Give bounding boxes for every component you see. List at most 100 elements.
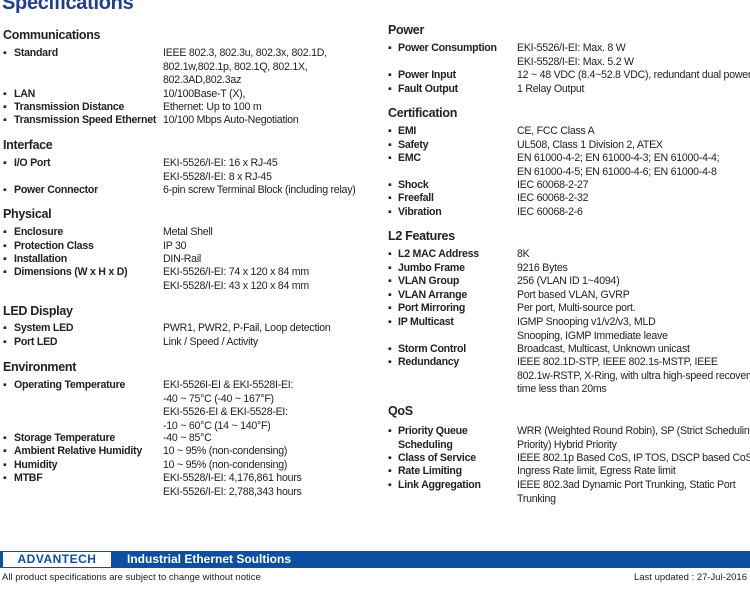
spec-value: 802.1w-RSTP, X-Ring, with ultra high-spe… (517, 369, 750, 382)
bullet: ▪ (3, 47, 7, 59)
bullet: ▪ (388, 275, 392, 287)
spec-value: EKI-5528/I-EI: Max. 5.2 W (517, 55, 634, 68)
bullet: ▪ (388, 343, 392, 355)
section-title: Certification (388, 106, 458, 120)
bullet: ▪ (388, 206, 392, 218)
spec-label: MTBF (14, 472, 43, 484)
spec-value: EN 61000-4-2; EN 61000-4-3; EN 61000-4-4… (517, 152, 720, 164)
spec-value: 10/100 Mbps Auto-Negotiation (163, 114, 299, 126)
spec-value: Per port, Multi-source port. (517, 302, 636, 314)
spec-value: IEEE 802.1p Based CoS, IP TOS, DSCP base… (517, 452, 750, 464)
bullet: ▪ (388, 356, 392, 368)
spec-label: Port Mirroring (398, 302, 466, 314)
bullet: ▪ (388, 192, 392, 204)
page-title: Specifications (2, 0, 134, 14)
spec-value: IEC 60068-2-32 (517, 192, 589, 204)
bullet: ▪ (388, 452, 392, 464)
spec-value: 1 Relay Output (517, 83, 585, 95)
spec-label: Operating Temperature (14, 379, 126, 391)
bullet: ▪ (3, 226, 7, 238)
section-title: QoS (388, 404, 413, 418)
spec-value: EKI-5526-EI & EKI-5528-EI: (163, 406, 288, 418)
logo: ADVANTECH (3, 552, 111, 567)
spec-label: Ambient Relative Humidity (14, 445, 142, 457)
spec-value: IEEE 802.1D-STP, IEEE 802.1s-MSTP, IEEE (517, 356, 718, 368)
bullet: ▪ (3, 101, 7, 113)
bullet: ▪ (388, 69, 392, 81)
spec-value: Ethernet: Up to 100 m (163, 101, 262, 113)
spec-value: EKI-5526/I-EI: 2,788,343 hours (163, 485, 302, 498)
spec-label: Installation (14, 253, 67, 265)
bullet: ▪ (388, 248, 392, 260)
spec-label: Storage Temperature (14, 432, 116, 444)
spec-label: Fault Output (398, 83, 458, 95)
spec-value: EKI-5528/I-EI: 43 x 120 x 84 mm (163, 279, 309, 292)
bullet: ▪ (388, 289, 392, 301)
spec-label: EMI (398, 125, 417, 137)
bullet: ▪ (3, 114, 7, 126)
spec-value: Metal Shell (163, 226, 213, 238)
bullet: ▪ (388, 302, 392, 314)
spec-value: -40 ~ 75°C (-40 ~ 167°F) (163, 392, 274, 405)
bullet: ▪ (388, 479, 392, 491)
spec-label: Scheduling (398, 438, 453, 451)
spec-label: Power Input (398, 69, 456, 81)
bullet: ▪ (3, 240, 7, 252)
section-title: Physical (3, 207, 52, 221)
spec-label: Power Consumption (398, 42, 497, 54)
spec-value: EKI-5526I-EI & EKI-5528I-EI: (163, 379, 294, 391)
spec-value: 10 ~ 95% (non-condensing) (163, 459, 288, 471)
spec-label: Link Aggregation (398, 479, 481, 491)
bullet: ▪ (3, 459, 7, 471)
bullet: ▪ (3, 336, 7, 348)
spec-label: System LED (14, 322, 74, 334)
spec-label: VLAN Group (398, 275, 460, 287)
spec-value: CE, FCC Class A (517, 125, 595, 137)
spec-label: EMC (398, 152, 421, 164)
spec-value: Trunking (517, 492, 556, 505)
spec-value: 6-pin screw Terminal Block (including re… (163, 184, 356, 196)
bullet: ▪ (388, 83, 392, 95)
spec-value: time less than 20ms (517, 383, 607, 395)
spec-label: Power Connector (14, 184, 98, 196)
spec-value: WRR (Weighted Round Robin), SP (Strict S… (517, 425, 750, 437)
spec-value: IGMP Snooping v1/v2/v3, MLD (517, 316, 656, 328)
spec-value: PWR1, PWR2, P-Fail, Loop detection (163, 322, 331, 334)
bullet: ▪ (3, 322, 7, 334)
bullet: ▪ (3, 472, 7, 484)
spec-label: IP Multicast (398, 316, 454, 328)
footer-banner: Industrial Ethernet Soultions (127, 552, 292, 566)
spec-value: DIN-Rail (163, 253, 202, 265)
spec-value: 9216 Bytes (517, 262, 568, 274)
spec-label: Storm Control (398, 343, 466, 355)
spec-value: Snooping, IGMP Immediate leave (517, 329, 668, 342)
spec-value: -10 ~ 60°C (14 ~ 140°F) (163, 419, 271, 432)
spec-value: IEC 60068-2-6 (517, 206, 583, 218)
spec-value: IEEE 802.3ad Dynamic Port Trunking, Stat… (517, 479, 736, 491)
bullet: ▪ (3, 184, 7, 196)
footer-note: All product specifications are subject t… (2, 572, 261, 583)
bullet: ▪ (3, 445, 7, 457)
spec-label: Priority Queue (398, 425, 468, 437)
spec-value: IEEE 802.3, 802.3u, 802.3x, 802.1D, (163, 47, 327, 59)
spec-label: Class of Service (398, 452, 476, 464)
bullet: ▪ (388, 179, 392, 191)
bullet: ▪ (388, 152, 392, 164)
spec-value: UL508, Class 1 Division 2, ATEX (517, 139, 663, 151)
spec-label: Humidity (14, 459, 58, 471)
spec-label: Rate Limiting (398, 465, 462, 477)
spec-value: 256 (VLAN ID 1~4094) (517, 275, 620, 287)
bullet: ▪ (388, 262, 392, 274)
spec-value: IEC 60068-2-27 (517, 179, 589, 191)
bullet: ▪ (3, 266, 7, 278)
spec-label: Enclosure (14, 226, 63, 238)
spec-label: Standard (14, 47, 58, 59)
spec-label: LAN (14, 88, 36, 100)
bullet: ▪ (388, 125, 392, 137)
bullet: ▪ (3, 157, 7, 169)
spec-label: Redundancy (398, 356, 460, 368)
spec-value: Link / Speed / Activity (163, 336, 258, 348)
section-title: LED Display (3, 304, 73, 318)
footer-band (0, 551, 750, 568)
